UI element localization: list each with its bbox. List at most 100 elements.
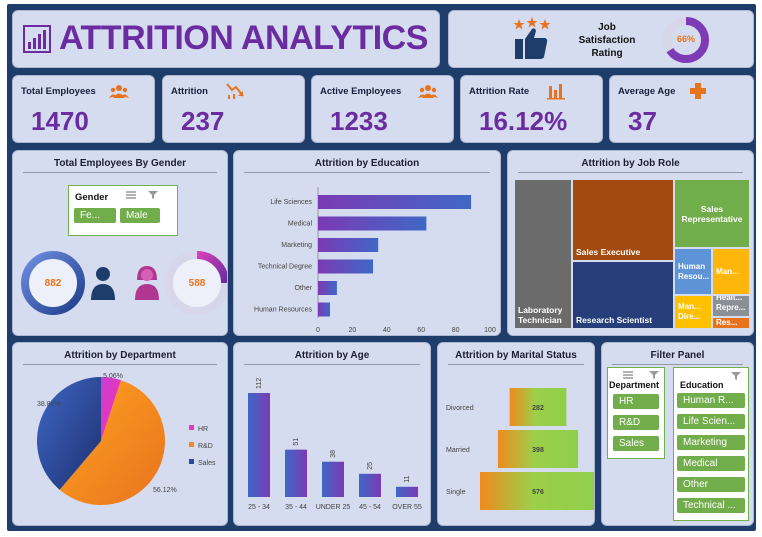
age-bar	[285, 449, 307, 497]
legend-label: HR	[198, 426, 208, 433]
satisfaction-donut	[663, 17, 709, 63]
funnel-value-label: 282	[532, 405, 544, 412]
pie-slice	[59, 380, 166, 505]
title-divider	[244, 364, 420, 365]
age-bar-chart: 112 25 - 34 51 35 - 44 38 UNDER 25 25 45 - 54 11…	[248, 378, 422, 511]
education-option[interactable]: Life Scien...	[677, 414, 745, 429]
jobrole-treemap: Laboratory Technician Sales Executive Rese…	[514, 179, 750, 329]
education-option[interactable]: Other	[677, 477, 745, 492]
education-option[interactable]: Technical ...	[677, 498, 745, 513]
card-title: Attrition by Department	[64, 350, 176, 361]
clear-filter-icon[interactable]	[147, 190, 159, 200]
male-count: 882	[44, 278, 62, 289]
treemap-tile: Human Resou...	[674, 248, 712, 295]
gender-slicer: Gender Fe... Male	[68, 185, 178, 236]
x-tick-label: 60	[417, 327, 425, 334]
card-title: Attrition by Job Role	[581, 158, 680, 169]
multi-select-icon[interactable]	[622, 371, 634, 379]
x-tick-label: 80	[452, 327, 460, 334]
satisfaction-arc	[663, 17, 709, 63]
treemap-tile: Man...	[712, 248, 750, 295]
legend-label: Sales	[198, 460, 216, 467]
pie-value-label: 56.12%	[153, 487, 177, 494]
treemap-tile-label: Human Resou...	[678, 261, 710, 281]
treemap-tile-label: Man... Dire...	[678, 302, 701, 321]
kpi-value: 37	[628, 106, 657, 136]
kpi-active-employees: Active Employees 1233	[311, 75, 454, 143]
age-value-label: 38	[330, 450, 337, 458]
age-value-label: 11	[404, 475, 411, 482]
treemap-tile-label: Sales Representative	[681, 203, 743, 224]
kpi-average-age: Average Age 37	[609, 75, 754, 143]
education-slicer: Education Human R... Life Scien... Marke…	[673, 367, 749, 521]
legend-swatch	[189, 459, 194, 464]
people-group-icon	[418, 85, 438, 98]
education-slicer-title: Education	[680, 380, 724, 390]
clear-filter-icon[interactable]	[648, 371, 660, 379]
kpi-label: Total Employees	[21, 86, 96, 97]
legend-label: R&D	[198, 443, 213, 450]
treemap-tile: Sales Representative	[674, 179, 750, 248]
filter-panel-title: Filter Panel	[650, 350, 705, 361]
female-donut	[165, 251, 227, 315]
female-person-icon	[135, 266, 159, 300]
treemap-tile: Sales Executive	[572, 179, 674, 261]
age-value-label: 112	[256, 378, 263, 389]
department-option-rnd[interactable]: R&D	[613, 415, 659, 430]
plus-icon	[690, 83, 706, 99]
age-chart-card: Attrition by Age 112 25 - 34 51 35 - 44 38 UN…	[233, 342, 431, 526]
clear-filter-icon[interactable]	[730, 372, 742, 381]
treemap-tile: Res...	[712, 317, 750, 329]
education-bar	[318, 281, 337, 295]
header-card: ATTRITION ANALYTICS	[12, 10, 440, 68]
treemap-tile: Laboratory Technician	[514, 179, 572, 329]
male-donut	[21, 251, 85, 315]
y-tick-label: Married	[446, 447, 470, 454]
treemap-tile-label: Healt... Repre...	[716, 295, 746, 312]
age-bar	[359, 473, 381, 497]
gender-option-female[interactable]: Fe...	[74, 208, 116, 223]
x-tick-label: 20	[349, 327, 357, 334]
multi-select-icon[interactable]	[125, 190, 137, 200]
people-group-icon	[109, 85, 129, 98]
y-tick-label: Medical	[288, 221, 313, 228]
education-option[interactable]: Medical	[677, 456, 745, 471]
legend-swatch	[189, 442, 194, 447]
job-satisfaction-card: Job Satisfaction Rating 66%	[448, 10, 754, 68]
satisfaction-label-line3: Rating	[591, 48, 623, 59]
treemap-tile: Research Scientist	[572, 261, 674, 329]
education-option[interactable]: Human R...	[677, 393, 745, 408]
department-option-sales[interactable]: Sales	[613, 436, 659, 451]
y-tick-label: Divorced	[446, 405, 474, 412]
title-divider	[612, 364, 743, 365]
satisfaction-label-line1: Job	[598, 22, 616, 33]
education-bar-chart: Life Sciences Medical Marketing Technical D…	[254, 187, 496, 334]
card-title: Attrition by Marital Status	[455, 350, 577, 361]
jobrole-chart-card: Attrition by Job Role Laboratory Technic…	[507, 150, 754, 336]
kpi-label: Average Age	[618, 86, 676, 97]
age-value-label: 25	[367, 462, 374, 470]
education-bar	[318, 238, 379, 252]
y-tick-label: Marketing	[281, 242, 312, 249]
satisfaction-percent: 66%	[676, 34, 695, 44]
gender-option-male[interactable]: Male	[120, 208, 160, 223]
education-option[interactable]: Marketing	[677, 435, 745, 450]
page-title: ATTRITION ANALYTICS	[59, 19, 428, 57]
funnel-value-label: 398	[532, 447, 544, 454]
female-count: 588	[188, 278, 206, 289]
card-title: Total Employees By Gender	[53, 158, 187, 169]
x-tick-label: UNDER 25	[316, 504, 351, 511]
age-bar	[322, 461, 344, 497]
card-title: Attrition by Education	[314, 158, 420, 169]
kpi-value: 237	[181, 106, 225, 136]
funnel-bar	[480, 472, 594, 510]
kpi-attrition-rate: Attrition Rate 16.12%	[460, 75, 603, 143]
satisfaction-label: Job Satisfaction Rating	[567, 21, 647, 60]
x-tick-label: OVER 55	[392, 504, 422, 511]
x-tick-label: 45 - 54	[359, 504, 381, 511]
x-tick-label: 35 - 44	[285, 504, 307, 511]
pie-slice	[101, 377, 122, 441]
title-divider	[23, 364, 217, 365]
y-tick-label: Technical Degree	[258, 264, 312, 271]
department-option-hr[interactable]: HR	[613, 394, 659, 409]
